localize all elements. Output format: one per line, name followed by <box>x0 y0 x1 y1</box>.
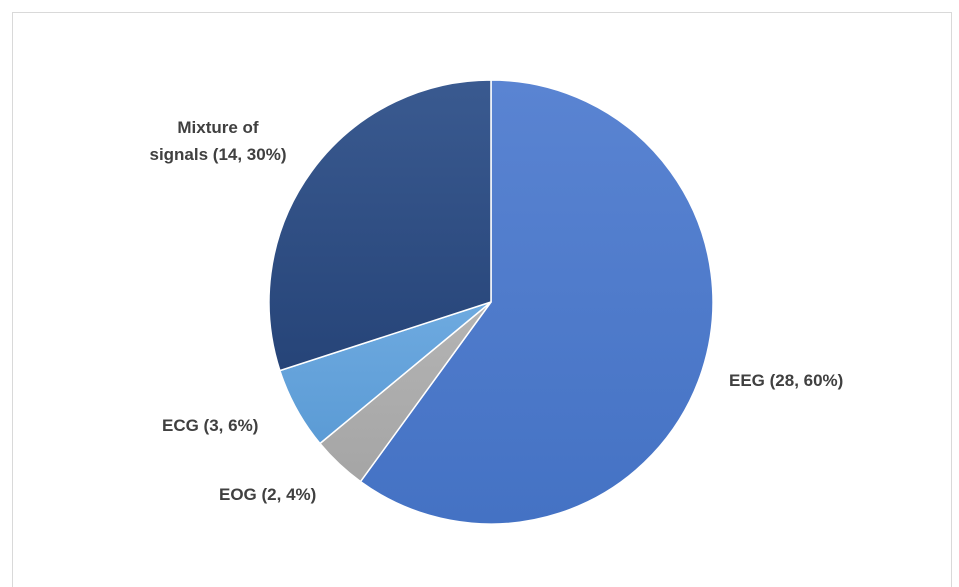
pie-slice-eeg <box>359 79 714 525</box>
slice-label-mixture-of-signals: Mixture of signals (14, 30%) <box>149 118 286 164</box>
slice-label-ecg: ECG (3, 6%) <box>162 416 258 435</box>
slice-label-eog: EOG (2, 4%) <box>219 485 316 504</box>
pie-slice-mixture-of-signals <box>268 79 492 372</box>
pie-slices <box>268 79 714 525</box>
pie-labels: EEG (28, 60%) EOG (2, 4%) ECG (3, 6%) Mixtu… <box>149 118 843 504</box>
slice-label-eeg: EEG (28, 60%) <box>729 371 843 390</box>
